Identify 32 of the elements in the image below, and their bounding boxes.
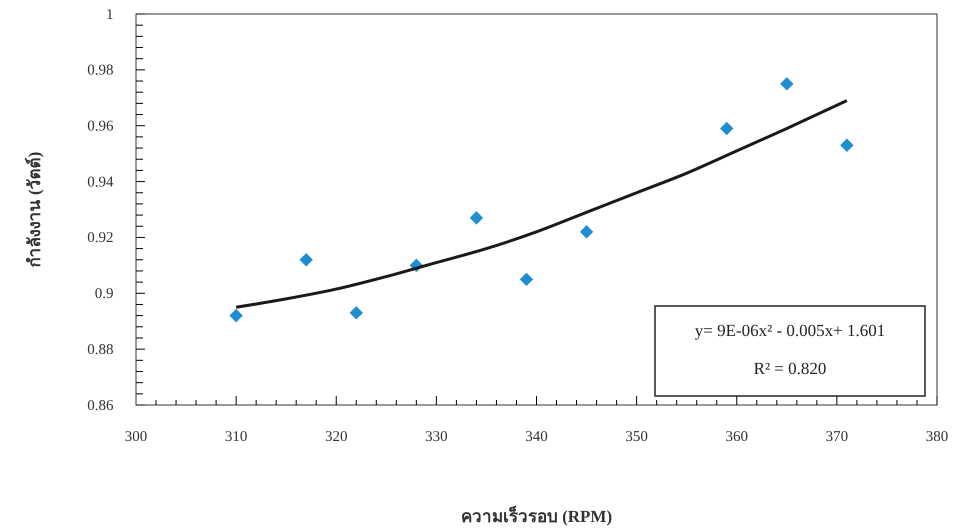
x-tick-label: 350: [625, 429, 648, 445]
y-axis-title: กำลังงาน (วัตต์): [24, 152, 44, 268]
annotation: R² = 0.820: [754, 359, 826, 378]
x-tick-label: 380: [926, 429, 948, 445]
x-tick-label: 330: [425, 429, 448, 445]
y-tick-label: 0.96: [87, 118, 114, 135]
point: [520, 272, 534, 286]
x-tick-label: 370: [826, 429, 848, 445]
point: [229, 308, 243, 322]
point: [580, 225, 594, 239]
line-series: [234, 99, 848, 309]
x-tick-label: 320: [325, 429, 348, 445]
point: [840, 138, 854, 152]
point: [720, 122, 734, 136]
y-tick-label: 0.94: [87, 174, 114, 190]
point: [470, 211, 484, 225]
y-tick-label: 0.98: [87, 62, 114, 79]
x-axis-title: ความเร็วรอบ (RPM): [460, 504, 612, 526]
y-tick-label: 0.9: [94, 286, 114, 302]
x-tick-label: 300: [124, 429, 148, 445]
x-tick-label: 340: [525, 429, 548, 445]
x-tick-label: 360: [726, 429, 748, 445]
equation-box: y= 9E-06x² - 0.005x+ 1.601 R² = 0.820: [654, 305, 926, 397]
y-tick-label: 1: [106, 6, 114, 23]
point: [350, 306, 363, 320]
y-tick-label: 0.86: [87, 398, 114, 414]
y-tick-label: 0.92: [87, 230, 114, 246]
point: [780, 77, 794, 91]
y-tick-label: 0.88: [87, 342, 114, 358]
point: [300, 253, 313, 266]
annotation: y= 9E-06x² - 0.005x+ 1.601: [694, 321, 886, 340]
x-tick-label: 310: [224, 429, 248, 445]
